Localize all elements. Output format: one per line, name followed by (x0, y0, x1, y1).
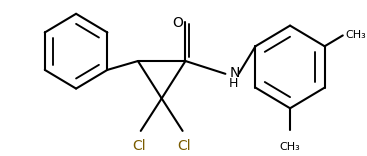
Text: CH₃: CH₃ (280, 142, 301, 152)
Text: CH₃: CH₃ (346, 30, 366, 40)
Text: Cl: Cl (132, 139, 146, 153)
Text: O: O (172, 16, 183, 30)
Text: Cl: Cl (178, 139, 191, 153)
Text: H: H (229, 77, 239, 90)
Text: N: N (229, 66, 240, 80)
